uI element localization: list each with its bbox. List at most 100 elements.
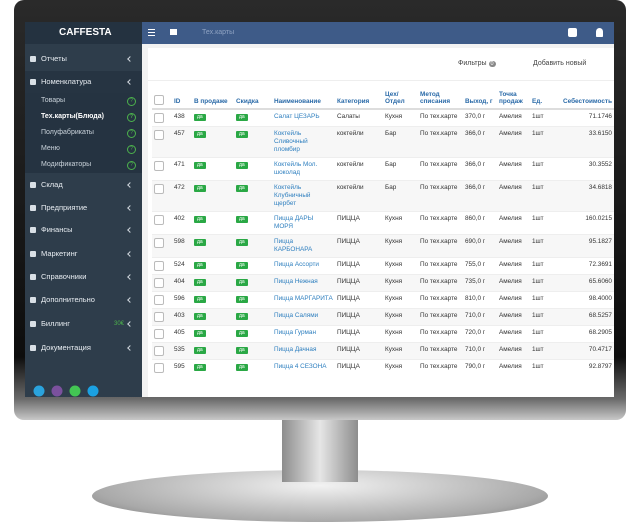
column-header[interactable]: ID [172,88,192,110]
cell: да [234,126,272,158]
cell: 1шт [530,234,555,258]
item-link[interactable]: Пицца Гурман [274,329,317,336]
viber-icon[interactable] [51,385,63,397]
status-badge: да [194,185,206,192]
item-link[interactable]: Пицца Нежная [274,278,318,285]
table: ID В продаже Скидка Наименование Категория Це… [152,88,614,376]
sidebar-item[interactable]: Биллинг 30€ [25,313,142,335]
header-checkbox[interactable] [152,88,172,110]
sidebar-item[interactable]: Номенклатура [25,71,142,93]
item-link[interactable]: Салат ЦЕЗАРЬ [274,113,320,120]
sidebar-icon [30,205,36,211]
sidebar-item[interactable]: Финансы [25,219,142,241]
cell: 472 [172,180,192,212]
submenu-item[interactable]: Меню? [25,141,142,157]
submenu-item[interactable]: Тех.карты(Блюда)? [25,109,142,125]
row-checkbox[interactable] [152,342,172,360]
cell: Пицца Гурман [272,325,335,343]
cell: 1шт [530,274,555,292]
row-checkbox[interactable] [152,359,172,376]
sidebar-item[interactable]: Маркетинг [25,243,142,265]
sidebar-item[interactable]: Документация [25,337,142,359]
cell: По тех.карте [418,234,463,258]
status-badge: да [236,185,248,192]
sidebar-item[interactable]: Склад [25,174,142,196]
column-header[interactable]: Цех/ Отдел [383,88,418,110]
item-link[interactable]: Пицца Дачная [274,346,317,353]
home-icon[interactable] [170,29,177,35]
column-header[interactable]: Точка продаж [497,88,530,110]
row-checkbox[interactable] [152,211,172,235]
checkbox [154,184,164,194]
column-header[interactable]: Ед. [530,88,555,110]
cell: да [234,211,272,235]
cell: 160.0215 [555,211,614,235]
row-checkbox[interactable] [152,157,172,181]
cell: ПИЦЦА [335,291,383,309]
column-header[interactable]: Наименование [272,88,335,110]
submenu-item[interactable]: Товары? [25,93,142,109]
status-badge: да [194,239,206,246]
sidebar-icon [30,182,36,188]
item-link[interactable]: Пицца Салями [274,312,319,319]
row-checkbox[interactable] [152,108,172,127]
cell: По тех.карте [418,274,463,292]
add-menu[interactable] [568,28,577,37]
item-link[interactable]: Пицца МАРГАРИТА [274,295,333,302]
telegram-icon[interactable] [33,385,45,397]
brand[interactable]: CAFFESTA [25,22,142,44]
whatsapp-icon[interactable] [69,385,81,397]
filters-button[interactable]: Фильтры 0 [458,60,496,67]
cell: Пицца ДАРЫ МОРЯ [272,211,335,235]
filter-count: 0 [488,61,496,67]
skype-icon[interactable] [87,385,99,397]
cell: 404 [172,274,192,292]
add-button[interactable]: Добавить новый [533,60,587,67]
cell: По тех.карте [418,308,463,326]
status-badge: да [194,279,206,286]
row-checkbox[interactable] [152,325,172,343]
item-link[interactable]: Коктейль Сливочный пломбир [274,130,308,153]
status-badge: да [236,330,248,337]
submenu-item[interactable]: Полуфабрикаты? [25,125,142,141]
row-checkbox[interactable] [152,257,172,275]
item-link[interactable]: Пицца Ассорти [274,261,320,268]
column-header[interactable]: Скидка [234,88,272,110]
table-row: 405 да да Пицца Гурман ПИЦЦА Кухня По тех.карт… [152,325,614,343]
menu-toggle[interactable] [148,29,155,36]
row-checkbox[interactable] [152,234,172,258]
sidebar-item[interactable]: Справочники [25,266,142,288]
cell: 402 [172,211,192,235]
cell: да [192,126,234,158]
item-link[interactable]: Пицца ДАРЫ МОРЯ [274,215,314,230]
user-menu[interactable] [596,28,603,37]
item-link[interactable]: Коктейль Клубничный щербет [274,184,311,207]
checkbox [154,215,164,225]
row-checkbox[interactable] [152,126,172,158]
sidebar-item[interactable]: Отчеты [25,48,142,70]
sidebar-item[interactable]: Дополнительно [25,289,142,311]
column-header[interactable]: Себестоимость [555,88,614,110]
column-header[interactable]: Выход, г [463,88,497,110]
submenu-item[interactable]: Модификаторы? [25,157,142,173]
cell: да [192,257,234,275]
cell: Пицца Дачная [272,342,335,360]
sidebar-item[interactable]: Предприятие [25,197,142,219]
column-header[interactable]: Категория [335,88,383,110]
breadcrumb[interactable]: Тех.карты [202,29,235,36]
row-checkbox[interactable] [152,308,172,326]
cell: Пицца 4 СЕЗОНА [272,359,335,376]
row-checkbox[interactable] [152,274,172,292]
item-link[interactable]: Коктейль Мол. шоколад [274,161,318,176]
row-checkbox[interactable] [152,180,172,212]
cell: да [234,108,272,127]
status-badge: да [194,313,206,320]
column-header[interactable]: Метод списания [418,88,463,110]
item-link[interactable]: Пицца КАРБОНАРА [274,238,313,253]
column-header[interactable]: В продаже [192,88,234,110]
row-checkbox[interactable] [152,291,172,309]
table-row: 402 да да Пицца ДАРЫ МОРЯ ПИЦЦА Кухня По тех.к… [152,211,614,235]
status-badge: да [236,262,248,269]
cell: 595 [172,359,192,376]
item-link[interactable]: Пицца 4 СЕЗОНА [274,363,327,370]
